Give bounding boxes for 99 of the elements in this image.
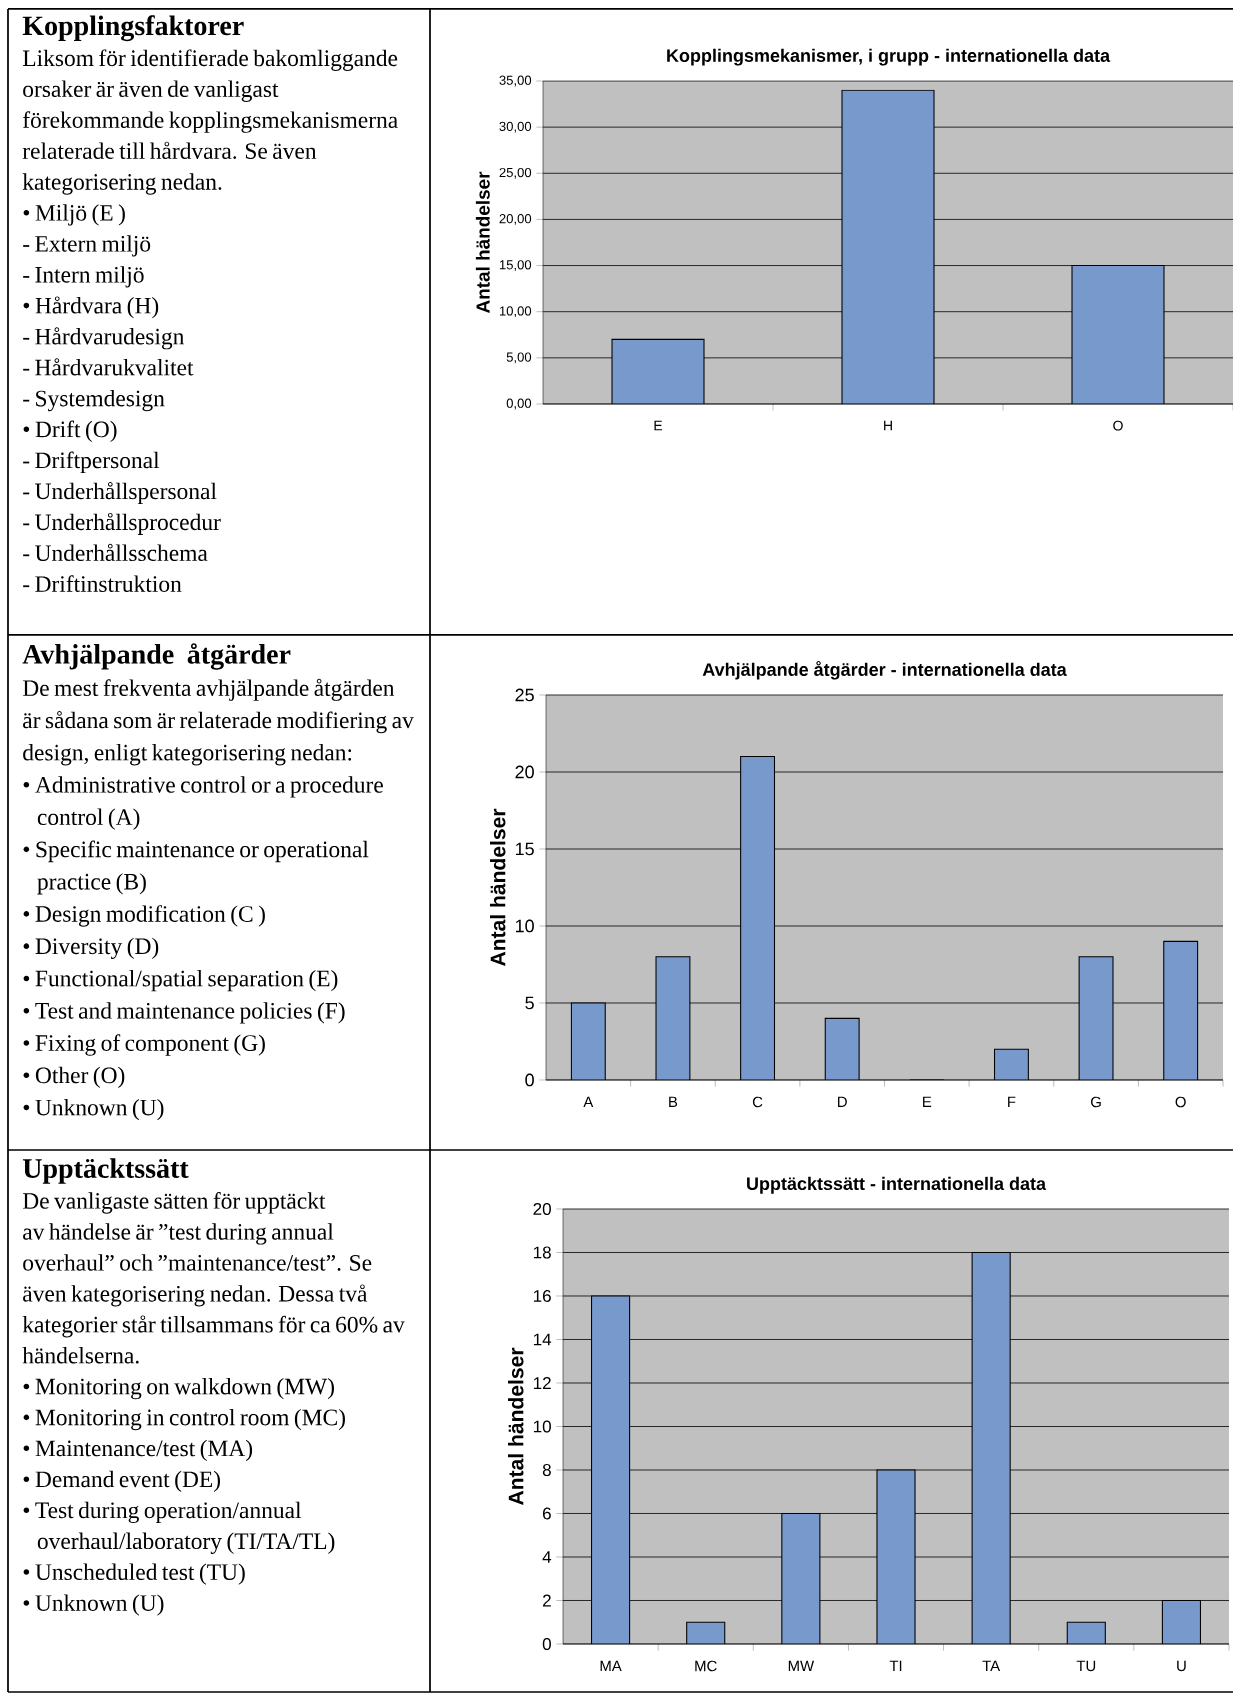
text: • Unknown (U) — [23, 1098, 164, 1121]
text: - Hårdvarudesign — [23, 327, 185, 350]
x-tick-label: TI — [889, 1660, 902, 1671]
text: • Unknown (U) — [23, 1594, 164, 1616]
x-tick-label: B — [669, 1096, 678, 1107]
text: Avhjälpande åtgärder — [22, 643, 291, 670]
text: • Other (O) — [23, 1066, 125, 1088]
y-axis-title: Antal händelser — [475, 171, 490, 314]
text: - Underhållsschema — [23, 543, 208, 562]
text: • Demand event (DE) — [23, 1470, 221, 1493]
bar — [841, 89, 935, 404]
x-tick-label: MC — [695, 1660, 717, 1672]
x-tick-label: MA — [600, 1660, 622, 1671]
chart-title: Avhjälpande åtgärder - internationella data — [702, 660, 1067, 680]
text: • Miljö (E ) — [23, 204, 125, 226]
y-tick-label: 15,00 — [499, 260, 532, 271]
text: Liksom för identifierade bakomliggande orsaker är även de vanligast förekommande kopplingsmekanismerna relaterade till hårdvara. Se även kategorisering nedan. — [22, 49, 398, 195]
y-tick-label: 4 — [542, 1551, 552, 1563]
text: • Diversity (D) — [23, 937, 159, 959]
text: • Functional/spatial separation (E) — [23, 969, 338, 992]
y-tick-label: 6 — [542, 1507, 551, 1520]
x-tick-label: H — [884, 420, 892, 431]
y-tick-label: 18 — [533, 1246, 551, 1259]
text: • Test and maintenance policies (F) — [23, 1002, 345, 1024]
bar — [1078, 956, 1114, 1080]
bar — [1161, 1599, 1201, 1644]
bar — [591, 1295, 631, 1644]
x-tick-label: MW — [788, 1660, 815, 1671]
bar — [876, 1469, 916, 1644]
y-tick-label: 10,00 — [499, 306, 532, 318]
text: - Systemdesign — [23, 389, 165, 412]
x-tick-label: TA — [982, 1660, 1001, 1671]
y-tick-label: 5,00 — [506, 352, 532, 364]
x-tick-label: C — [752, 1096, 763, 1108]
x-tick-label: D — [838, 1096, 847, 1107]
y-tick-label: 25 — [515, 688, 534, 702]
text: Kopplingsfaktorer — [22, 15, 244, 42]
y-tick-label: 20 — [533, 1202, 551, 1216]
y-axis-title: Antal händelser — [489, 808, 506, 966]
y-tick-label: 0 — [542, 1637, 551, 1651]
chart-title: Upptäcktssätt - internationella data — [747, 1176, 1047, 1194]
text: • Test during operation/annual overhaul/laboratory (TI/TA/TL) — [23, 1501, 335, 1554]
text: - Underhållsprocedur — [23, 512, 221, 535]
y-tick-label: 16 — [533, 1289, 551, 1303]
y-tick-label: 20,00 — [499, 214, 532, 225]
text: - Hårdvarukvalitet — [23, 358, 194, 376]
y-tick-label: 12 — [533, 1377, 551, 1389]
text: De mest frekventa avhjälpande åtgärden är sådana som är relaterade modifiering av design, enligt kategorisering nedan: — [22, 678, 414, 766]
text: • Fixing of component (G) — [23, 1034, 265, 1056]
text: • Maintenance/test (MA) — [23, 1439, 253, 1462]
text: • Monitoring in control room (MC) — [23, 1408, 345, 1431]
y-tick-label: 30,00 — [499, 121, 532, 133]
x-tick-label: A — [583, 1096, 594, 1107]
y-axis-title: Antal händelser — [508, 1347, 524, 1505]
x-tick-label: F — [1008, 1096, 1016, 1107]
y-tick-label: 0 — [525, 1073, 534, 1087]
bar — [655, 956, 691, 1080]
text: • Drift (O) — [23, 420, 117, 443]
bar — [1163, 940, 1199, 1080]
bar — [781, 1512, 821, 1644]
text: De vanligaste sätten för upptäckt av händelse är ”test during annual overhaul” och ”maintenance/test”. Se även kategorisering nedan. Dessa två kategorier står tillsammans för ca 60% av händelserna. — [22, 1192, 405, 1364]
text: Upptäcktssätt — [22, 1158, 189, 1184]
x-tick-label: E — [923, 1096, 932, 1107]
y-tick-label: 15 — [515, 842, 534, 856]
text: - Driftinstruktion — [23, 575, 182, 592]
bar — [971, 1251, 1011, 1644]
x-tick-label: O — [1113, 420, 1123, 431]
chart-title: Kopplingsmekanismer, i grupp - internationella data — [667, 48, 1111, 66]
text: - Underhållspersonal — [23, 481, 217, 504]
bar — [1071, 265, 1165, 404]
y-tick-label: 0,00 — [506, 398, 532, 410]
bar — [993, 1048, 1029, 1080]
text: • Specific maintenance or operational practice (B) — [23, 840, 369, 895]
y-tick-label: 8 — [542, 1463, 551, 1477]
text: • Unscheduled test (TU) — [23, 1563, 245, 1585]
x-tick-label: G — [1091, 1096, 1101, 1108]
y-tick-label: 20 — [515, 765, 534, 779]
y-tick-label: 35,00 — [499, 75, 532, 87]
x-tick-label: O — [1175, 1096, 1186, 1108]
bar — [570, 1002, 606, 1080]
y-tick-label: 10 — [515, 919, 534, 933]
x-tick-label: U — [1177, 1660, 1186, 1672]
y-tick-label: 10 — [533, 1420, 551, 1433]
text: • Monitoring on walkdown (MW) — [23, 1377, 334, 1400]
y-tick-label: 5 — [525, 996, 534, 1010]
text: - Extern miljö — [23, 235, 151, 257]
text: • Administrative control or a procedure control (A) — [23, 776, 383, 830]
text: - Driftpersonal — [23, 451, 160, 474]
bar — [824, 1017, 860, 1080]
x-tick-label: E — [654, 420, 663, 431]
text: - Intern miljö — [23, 266, 144, 288]
x-tick-label: TU — [1076, 1660, 1096, 1672]
y-tick-label: 2 — [542, 1594, 551, 1607]
y-tick-label: 25,00 — [499, 167, 532, 179]
text: • Hårdvara (H) — [23, 296, 159, 319]
bar — [740, 756, 776, 1080]
text: • Design modification (C ) — [23, 905, 265, 927]
y-tick-label: 14 — [533, 1333, 552, 1346]
bar — [611, 338, 705, 404]
